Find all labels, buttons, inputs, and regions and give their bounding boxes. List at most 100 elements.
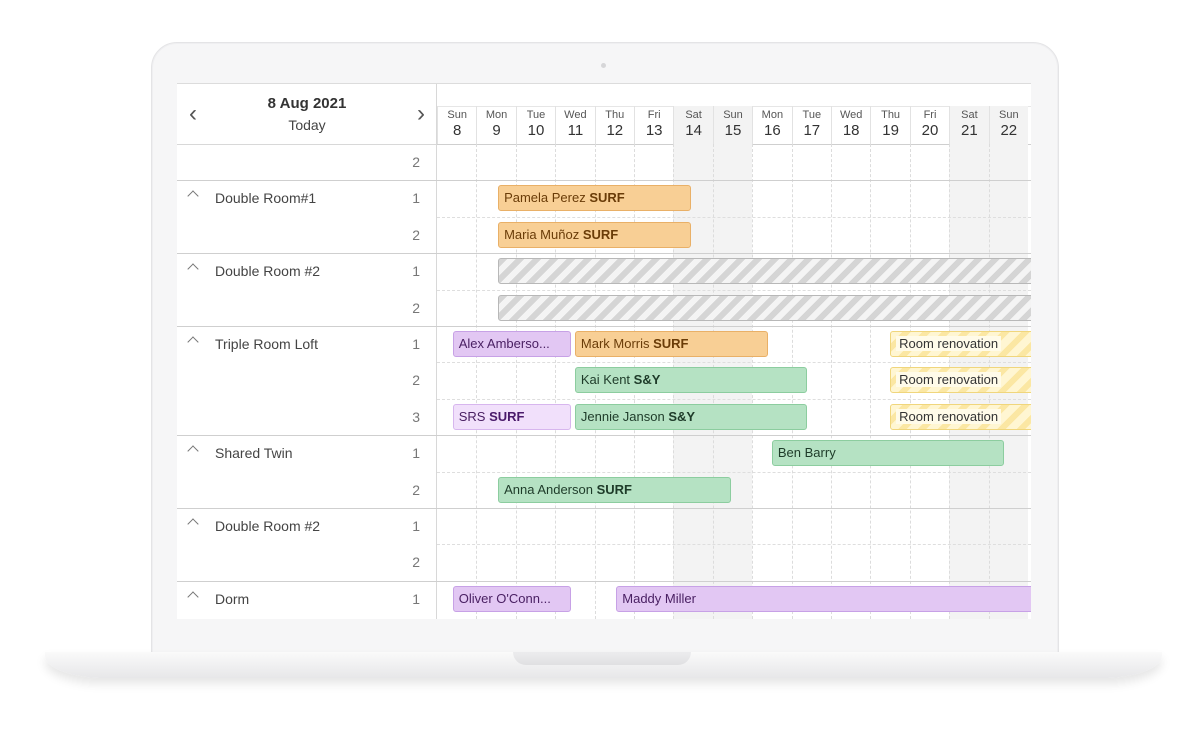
resource-row[interactable]: Double Room #2 1 — [177, 508, 436, 544]
room-group-name: Double Room#1 — [215, 190, 317, 207]
day-header[interactable]: Thu 12 — [594, 106, 634, 144]
resource-row[interactable]: 2 — [177, 290, 436, 326]
renovation-event[interactable]: Room renovation — [890, 331, 1031, 357]
bed-number: 2 — [412, 481, 420, 498]
day-name: Tue — [802, 109, 822, 121]
bed-number: 1 — [412, 518, 420, 534]
booking-event[interactable]: Kai Kent S&Y — [574, 367, 808, 394]
day-name: Sun — [999, 109, 1019, 121]
day-gridline — [870, 144, 872, 619]
resource-row[interactable]: 2 — [177, 544, 436, 580]
resource-row[interactable]: Dorm 1 — [177, 581, 436, 617]
booking-guest-name: Room renovation — [896, 336, 1002, 351]
day-header[interactable]: Tue 17 — [791, 106, 831, 144]
day-number: 15 — [724, 122, 742, 139]
resource-row[interactable]: Double Room #2 1 — [177, 253, 436, 289]
day-name: Fri — [923, 109, 937, 121]
day-header[interactable]: Wed 11 — [555, 106, 594, 144]
day-header[interactable]: Tue 10 — [515, 106, 555, 144]
booking-tag: SURF — [582, 226, 619, 242]
booking-guest-name: Room renovation — [896, 372, 1002, 388]
day-header[interactable]: Sun 8 — [437, 106, 476, 144]
row-separator — [437, 471, 1031, 474]
today-button[interactable]: Today — [288, 117, 326, 133]
day-number: 14 — [685, 122, 702, 139]
date-navigator: ‹ 8 Aug 2021 Today › — [177, 84, 436, 145]
resource-row[interactable]: 2 — [177, 217, 436, 253]
booking-event[interactable]: Mark Morris SURF — [574, 331, 768, 357]
room-group-name: Double Room #2 — [215, 518, 321, 534]
prev-arrow-icon[interactable]: ‹ — [189, 100, 197, 127]
booking-event[interactable]: SRS SURF — [452, 403, 571, 430]
day-header[interactable]: Sun 15 — [712, 106, 752, 144]
booking-event[interactable]: Anna Anderson SURF — [498, 476, 731, 503]
booking-event[interactable]: Alex Amberso... — [452, 331, 571, 357]
laptop-notch — [513, 652, 691, 665]
row-separator — [437, 362, 1031, 364]
row-separator — [437, 544, 1031, 546]
row-separator — [177, 580, 1031, 582]
blocked-period[interactable] — [498, 258, 1031, 285]
collapse-chevron-icon[interactable] — [187, 263, 199, 275]
day-header[interactable]: Fri 20 — [909, 106, 949, 144]
day-number: 22 — [1000, 122, 1018, 139]
renovation-event[interactable]: Room renovation — [890, 403, 1031, 430]
day-header[interactable]: Wed 18 — [831, 106, 870, 144]
row-separator — [177, 180, 1031, 182]
booking-event[interactable]: Maddy Miller — [616, 585, 1031, 612]
resource-row[interactable]: 2 — [177, 472, 436, 508]
panel-divider[interactable] — [436, 84, 437, 619]
collapse-chevron-icon[interactable] — [187, 518, 199, 530]
row-separator — [437, 289, 1031, 292]
row-separator — [437, 216, 1031, 219]
booking-event[interactable]: Maria Muñoz SURF — [498, 221, 692, 248]
resource-row[interactable]: Double Room#1 1 — [177, 180, 436, 216]
day-header[interactable]: Sat 14 — [673, 106, 712, 144]
day-gridline — [476, 144, 478, 619]
day-number: 13 — [645, 122, 663, 139]
resource-row[interactable]: Shared Twin 1 — [177, 435, 436, 471]
room-group-name: Triple Room Loft — [215, 336, 318, 352]
booking-guest-name: Ben Barry — [777, 445, 836, 461]
booking-tag: SURF — [653, 336, 689, 351]
collapse-chevron-icon[interactable] — [187, 445, 199, 457]
day-name: Thu — [881, 109, 901, 121]
day-name: Sat — [961, 109, 978, 121]
blocked-period[interactable] — [498, 294, 1031, 321]
day-name: Wed — [839, 109, 863, 121]
booking-event[interactable]: Jennie Janson S&Y — [574, 403, 808, 430]
day-header[interactable]: Fri 13 — [634, 106, 673, 144]
bed-number: 2 — [412, 299, 420, 316]
resource-row[interactable]: 2 — [177, 144, 436, 180]
bed-number: 1 — [412, 445, 420, 462]
collapse-chevron-icon[interactable] — [187, 190, 199, 203]
booking-event[interactable]: Pamela Perez SURF — [498, 185, 692, 212]
day-header[interactable]: Sun 22 — [988, 106, 1028, 144]
day-number: 18 — [842, 122, 860, 139]
day-header[interactable]: Mon 9 — [476, 106, 515, 144]
booking-event[interactable]: Ben Barry — [771, 440, 1005, 467]
collapse-chevron-icon[interactable] — [187, 591, 199, 603]
collapse-chevron-icon[interactable] — [187, 336, 199, 348]
current-date: 8 Aug 2021 — [267, 95, 347, 112]
resource-row[interactable]: 2 — [177, 362, 436, 398]
resource-row[interactable]: 3 — [177, 399, 436, 435]
booking-event[interactable]: Oliver O'Conn... — [452, 585, 571, 612]
day-name: Mon — [761, 109, 784, 121]
booking-tag: SURF — [589, 190, 625, 206]
bed-number: 2 — [412, 154, 420, 170]
room-group-name: Dorm — [215, 590, 250, 607]
day-number: 11 — [567, 122, 584, 139]
bed-number: 1 — [412, 190, 420, 207]
row-separator — [177, 435, 1031, 437]
day-header[interactable]: Thu 19 — [870, 106, 909, 144]
day-number: 8 — [453, 122, 462, 139]
day-number: 19 — [882, 122, 899, 139]
renovation-event[interactable]: Room renovation — [890, 367, 1031, 394]
timeline-header-top — [437, 84, 1031, 107]
bed-number: 1 — [412, 590, 420, 607]
day-header[interactable]: Mon 16 — [752, 106, 791, 144]
day-header[interactable]: Sat 21 — [949, 106, 988, 144]
next-arrow-icon[interactable]: › — [417, 100, 425, 127]
resource-row[interactable]: Triple Room Loft 1 — [177, 326, 436, 362]
